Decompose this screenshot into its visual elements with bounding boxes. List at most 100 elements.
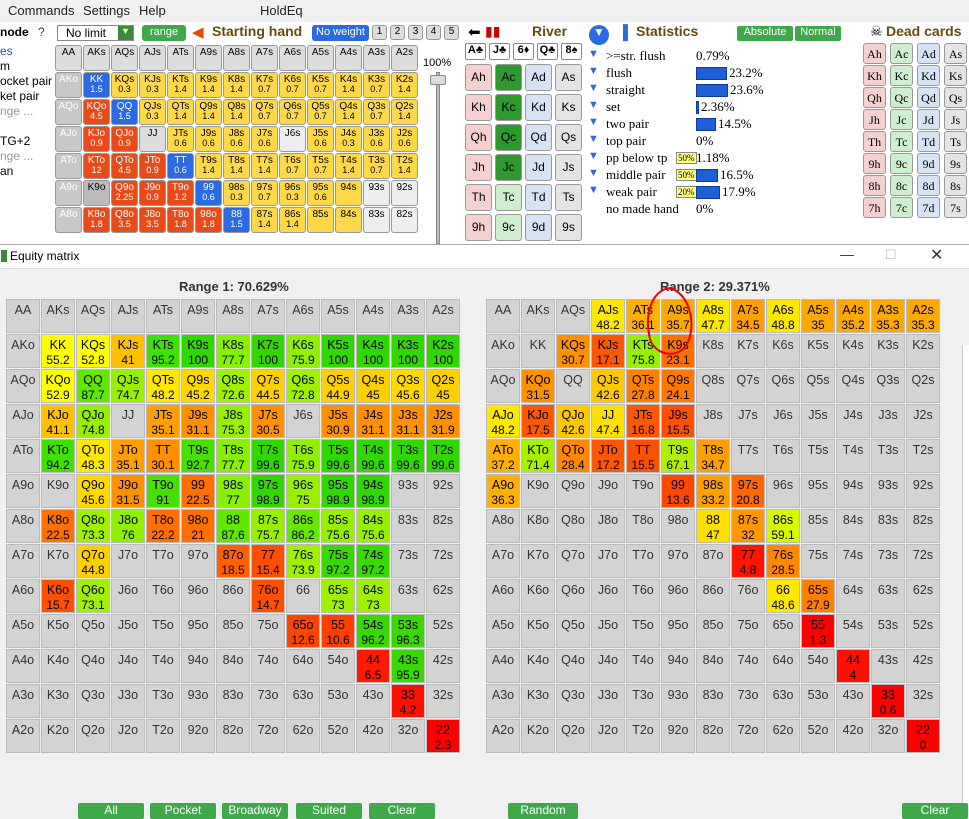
- matrix-cell[interactable]: 65s 27.9: [801, 579, 835, 613]
- matrix-cell[interactable]: 83o: [696, 684, 730, 718]
- matrix-cell[interactable]: J8s: [696, 404, 730, 438]
- matrix-cell[interactable]: 43s: [871, 649, 905, 683]
- card-picker-cell[interactable]: 9h: [465, 214, 492, 241]
- range-cell[interactable]: Q4s 1.4: [335, 99, 362, 125]
- stat-weight-badge[interactable]: 50%: [676, 152, 697, 164]
- range-cell[interactable]: JTo 0.9: [139, 153, 166, 179]
- matrix-cell[interactable]: 66: [286, 579, 320, 613]
- matrix-cell[interactable]: T2s: [906, 439, 940, 473]
- matrix-cell[interactable]: 32s: [906, 684, 940, 718]
- matrix-cell[interactable]: 32o: [871, 719, 905, 753]
- range-cell[interactable]: KK 1.5: [83, 72, 110, 98]
- range-cell[interactable]: 95s 0.6: [307, 180, 334, 206]
- dead-card[interactable]: 8h: [863, 175, 886, 196]
- left-strip-text[interactable]: nge ...: [0, 104, 34, 118]
- matrix-cell[interactable]: K4o: [521, 649, 555, 683]
- matrix-cell[interactable]: AKo: [6, 334, 40, 368]
- matrix-cell[interactable]: T5o: [146, 614, 180, 648]
- matrix-cell[interactable]: 53o: [801, 684, 835, 718]
- matrix-cell[interactable]: KJo 17.5: [521, 404, 555, 438]
- matrix-cell[interactable]: T7s 99.6: [251, 439, 285, 473]
- matrix-cell[interactable]: 43o: [836, 684, 870, 718]
- left-strip-text[interactable]: ocket pair: [0, 74, 53, 88]
- matrix-cell[interactable]: 64o: [286, 649, 320, 683]
- matrix-cell[interactable]: 92s: [426, 474, 460, 508]
- board-card[interactable]: Q♣: [537, 43, 558, 60]
- card-picker-cell[interactable]: Ks: [555, 94, 582, 121]
- card-picker-cell[interactable]: 9c: [495, 214, 522, 241]
- matrix-cell[interactable]: K3s: [871, 334, 905, 368]
- matrix-cell[interactable]: Q2o: [76, 719, 110, 753]
- matrix-cell[interactable]: J2o: [111, 719, 145, 753]
- matrix-cell[interactable]: Q6o 73.1: [76, 579, 110, 613]
- matrix-cell[interactable]: QJs 42.6: [591, 369, 625, 403]
- matrix-cell[interactable]: J3o: [111, 684, 145, 718]
- filter-icon[interactable]: ▼: [588, 184, 599, 196]
- matrix-cell[interactable]: A9o 36.3: [486, 474, 520, 508]
- matrix-cell[interactable]: Q3o: [556, 684, 590, 718]
- matrix-cell[interactable]: 62s: [906, 579, 940, 613]
- dead-card[interactable]: 7h: [863, 197, 886, 218]
- dead-card[interactable]: Td: [917, 131, 940, 152]
- matrix-cell[interactable]: T8o: [626, 509, 660, 543]
- matrix-cell[interactable]: 42s: [906, 649, 940, 683]
- matrix-cell[interactable]: 93o: [661, 684, 695, 718]
- matrix-cell[interactable]: K2o: [41, 719, 75, 753]
- dead-card[interactable]: Qs: [944, 87, 967, 108]
- matrix-cell[interactable]: J4o: [591, 649, 625, 683]
- matrix-cell[interactable]: TT 30.1: [146, 439, 180, 473]
- matrix-cell[interactable]: 93o: [181, 684, 215, 718]
- range-cell[interactable]: Q8s 1.4: [223, 99, 250, 125]
- range-cell[interactable]: AKo: [55, 72, 82, 98]
- matrix-cell[interactable]: 95s: [801, 474, 835, 508]
- matrix-cell[interactable]: J5o: [591, 614, 625, 648]
- dead-card[interactable]: 8c: [890, 175, 913, 196]
- range-cell[interactable]: Q6s 0.7: [279, 99, 306, 125]
- matrix-cell[interactable]: JJ 47.4: [591, 404, 625, 438]
- dead-card[interactable]: Ah: [863, 43, 886, 64]
- range-cell[interactable]: T7s 1.4: [251, 153, 278, 179]
- matrix-cell[interactable]: 99 13.6: [661, 474, 695, 508]
- matrix-cell[interactable]: KQs 52.8: [76, 334, 110, 368]
- matrix-cell[interactable]: KTo 94.2: [41, 439, 75, 473]
- matrix-cell[interactable]: J6o: [111, 579, 145, 613]
- dead-card[interactable]: Tc: [890, 131, 913, 152]
- matrix-cell[interactable]: A9o: [6, 474, 40, 508]
- matrix-cell[interactable]: JTs 35.1: [146, 404, 180, 438]
- range-cell[interactable]: T9o 1.2: [167, 180, 194, 206]
- matrix-cell[interactable]: 88 47: [696, 509, 730, 543]
- matrix-cell[interactable]: A6o: [486, 579, 520, 613]
- matrix-cell[interactable]: A3o: [6, 684, 40, 718]
- range-cell[interactable]: JTs 0.6: [167, 126, 194, 152]
- range-cell[interactable]: A2s: [391, 45, 418, 71]
- matrix-cell[interactable]: A7o: [6, 544, 40, 578]
- matrix-cell[interactable]: T4o: [146, 649, 180, 683]
- matrix-cell[interactable]: A8s: [216, 299, 250, 333]
- matrix-cell[interactable]: K5s 100: [321, 334, 355, 368]
- matrix-cell[interactable]: A5o: [486, 614, 520, 648]
- range-cell[interactable]: Q9s 1.4: [195, 99, 222, 125]
- range-cell[interactable]: KQo 4.5: [83, 99, 110, 125]
- arrow-left-icon[interactable]: ⬅: [468, 24, 481, 41]
- matrix-cell[interactable]: 74s: [836, 544, 870, 578]
- matrix-cell[interactable]: 99 22.5: [181, 474, 215, 508]
- range-cell[interactable]: K2s 1.4: [391, 72, 418, 98]
- matrix-cell[interactable]: T5s 99.6: [321, 439, 355, 473]
- matrix-cell[interactable]: 32o: [391, 719, 425, 753]
- matrix-cell[interactable]: T4s 99.6: [356, 439, 390, 473]
- range-cell[interactable]: 88 1.5: [223, 207, 250, 233]
- range-cell[interactable]: 83s: [363, 207, 390, 233]
- range-cell[interactable]: A8s: [223, 45, 250, 71]
- matrix-cell[interactable]: J5o: [111, 614, 145, 648]
- range-cell[interactable]: K9o: [83, 180, 110, 206]
- matrix-cell[interactable]: A6s: [286, 299, 320, 333]
- dead-card[interactable]: Kc: [890, 65, 913, 86]
- bottom-button[interactable]: Clear: [902, 803, 968, 819]
- matrix-cell[interactable]: J7s 30.5: [251, 404, 285, 438]
- matrix-cell[interactable]: J9o 31.5: [111, 474, 145, 508]
- card-picker-cell[interactable]: Jc: [495, 154, 522, 181]
- matrix-cell[interactable]: Q4s 45: [356, 369, 390, 403]
- matrix-cell[interactable]: 94s 98.9: [356, 474, 390, 508]
- range-cell[interactable]: QJo 0.9: [111, 126, 138, 152]
- stat-weight-badge[interactable]: 20%: [676, 186, 697, 198]
